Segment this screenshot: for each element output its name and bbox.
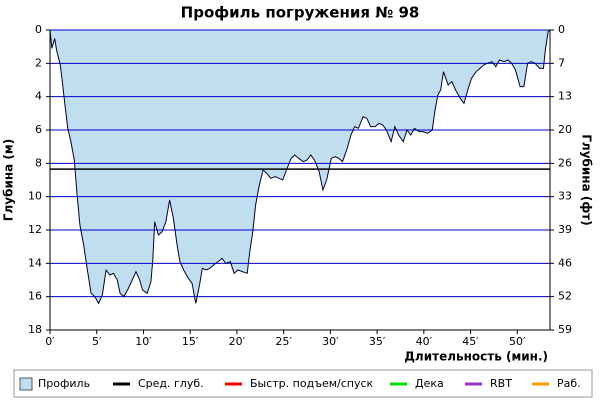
y2-axis-label: Глубина (фт) (580, 134, 594, 225)
y-axis-label: Глубина (м) (2, 139, 16, 221)
y2-tick-label: 0 (558, 23, 565, 36)
y-tick-label: 4 (35, 90, 42, 103)
y-tick-label: 18 (28, 323, 42, 336)
y-tick-label: 10 (28, 190, 42, 203)
profile-line (49, 29, 551, 305)
x-tick-label: 15′ (182, 335, 199, 348)
y-tick-label: 8 (35, 156, 42, 169)
chart-title: Профиль погружения № 98 (181, 4, 420, 22)
x-tick-label: 50′ (509, 335, 526, 348)
y-tick-label: 16 (28, 290, 42, 303)
profile-area (50, 30, 550, 304)
x-tick-label: 10′ (135, 335, 152, 348)
x-tick-label: 0′ (45, 335, 55, 348)
x-tick-label: 25′ (275, 335, 292, 348)
legend-swatch (19, 377, 33, 391)
y2-tick-label: 20 (558, 123, 572, 136)
y2-tick-label: 59 (558, 323, 572, 336)
y2-tick-label: 13 (558, 90, 572, 103)
legend-label: Раб. (557, 377, 581, 390)
legend-label: Дека (415, 377, 444, 390)
y-tick-label: 12 (28, 223, 42, 236)
legend-label: Сред. глуб. (138, 377, 204, 390)
y-tick-label: 0 (35, 23, 42, 36)
y2-tick-label: 26 (558, 156, 572, 169)
x-tick-label: 40′ (416, 335, 433, 348)
x-tick-label: 30′ (322, 335, 339, 348)
legend-label: Профиль (38, 377, 90, 390)
legend-label: Быстр. подъем/спуск (250, 377, 374, 390)
y2-tick-label: 33 (558, 190, 572, 203)
legend-label: RBT (490, 377, 512, 390)
x-tick-label: 5′ (92, 335, 102, 348)
y2-tick-label: 39 (558, 223, 572, 236)
x-tick-label: 45′ (462, 335, 479, 348)
y2-tick-label: 7 (558, 56, 565, 69)
x-tick-label: 35′ (369, 335, 386, 348)
y2-tick-label: 52 (558, 290, 572, 303)
y-tick-label: 6 (35, 123, 42, 136)
y-tick-label: 2 (35, 56, 42, 69)
y-tick-label: 14 (28, 256, 42, 269)
y2-tick-label: 46 (558, 256, 572, 269)
x-tick-label: 20′ (229, 335, 246, 348)
legend-box (13, 369, 593, 398)
x-axis-label: Длительность (мин.) (404, 350, 548, 364)
